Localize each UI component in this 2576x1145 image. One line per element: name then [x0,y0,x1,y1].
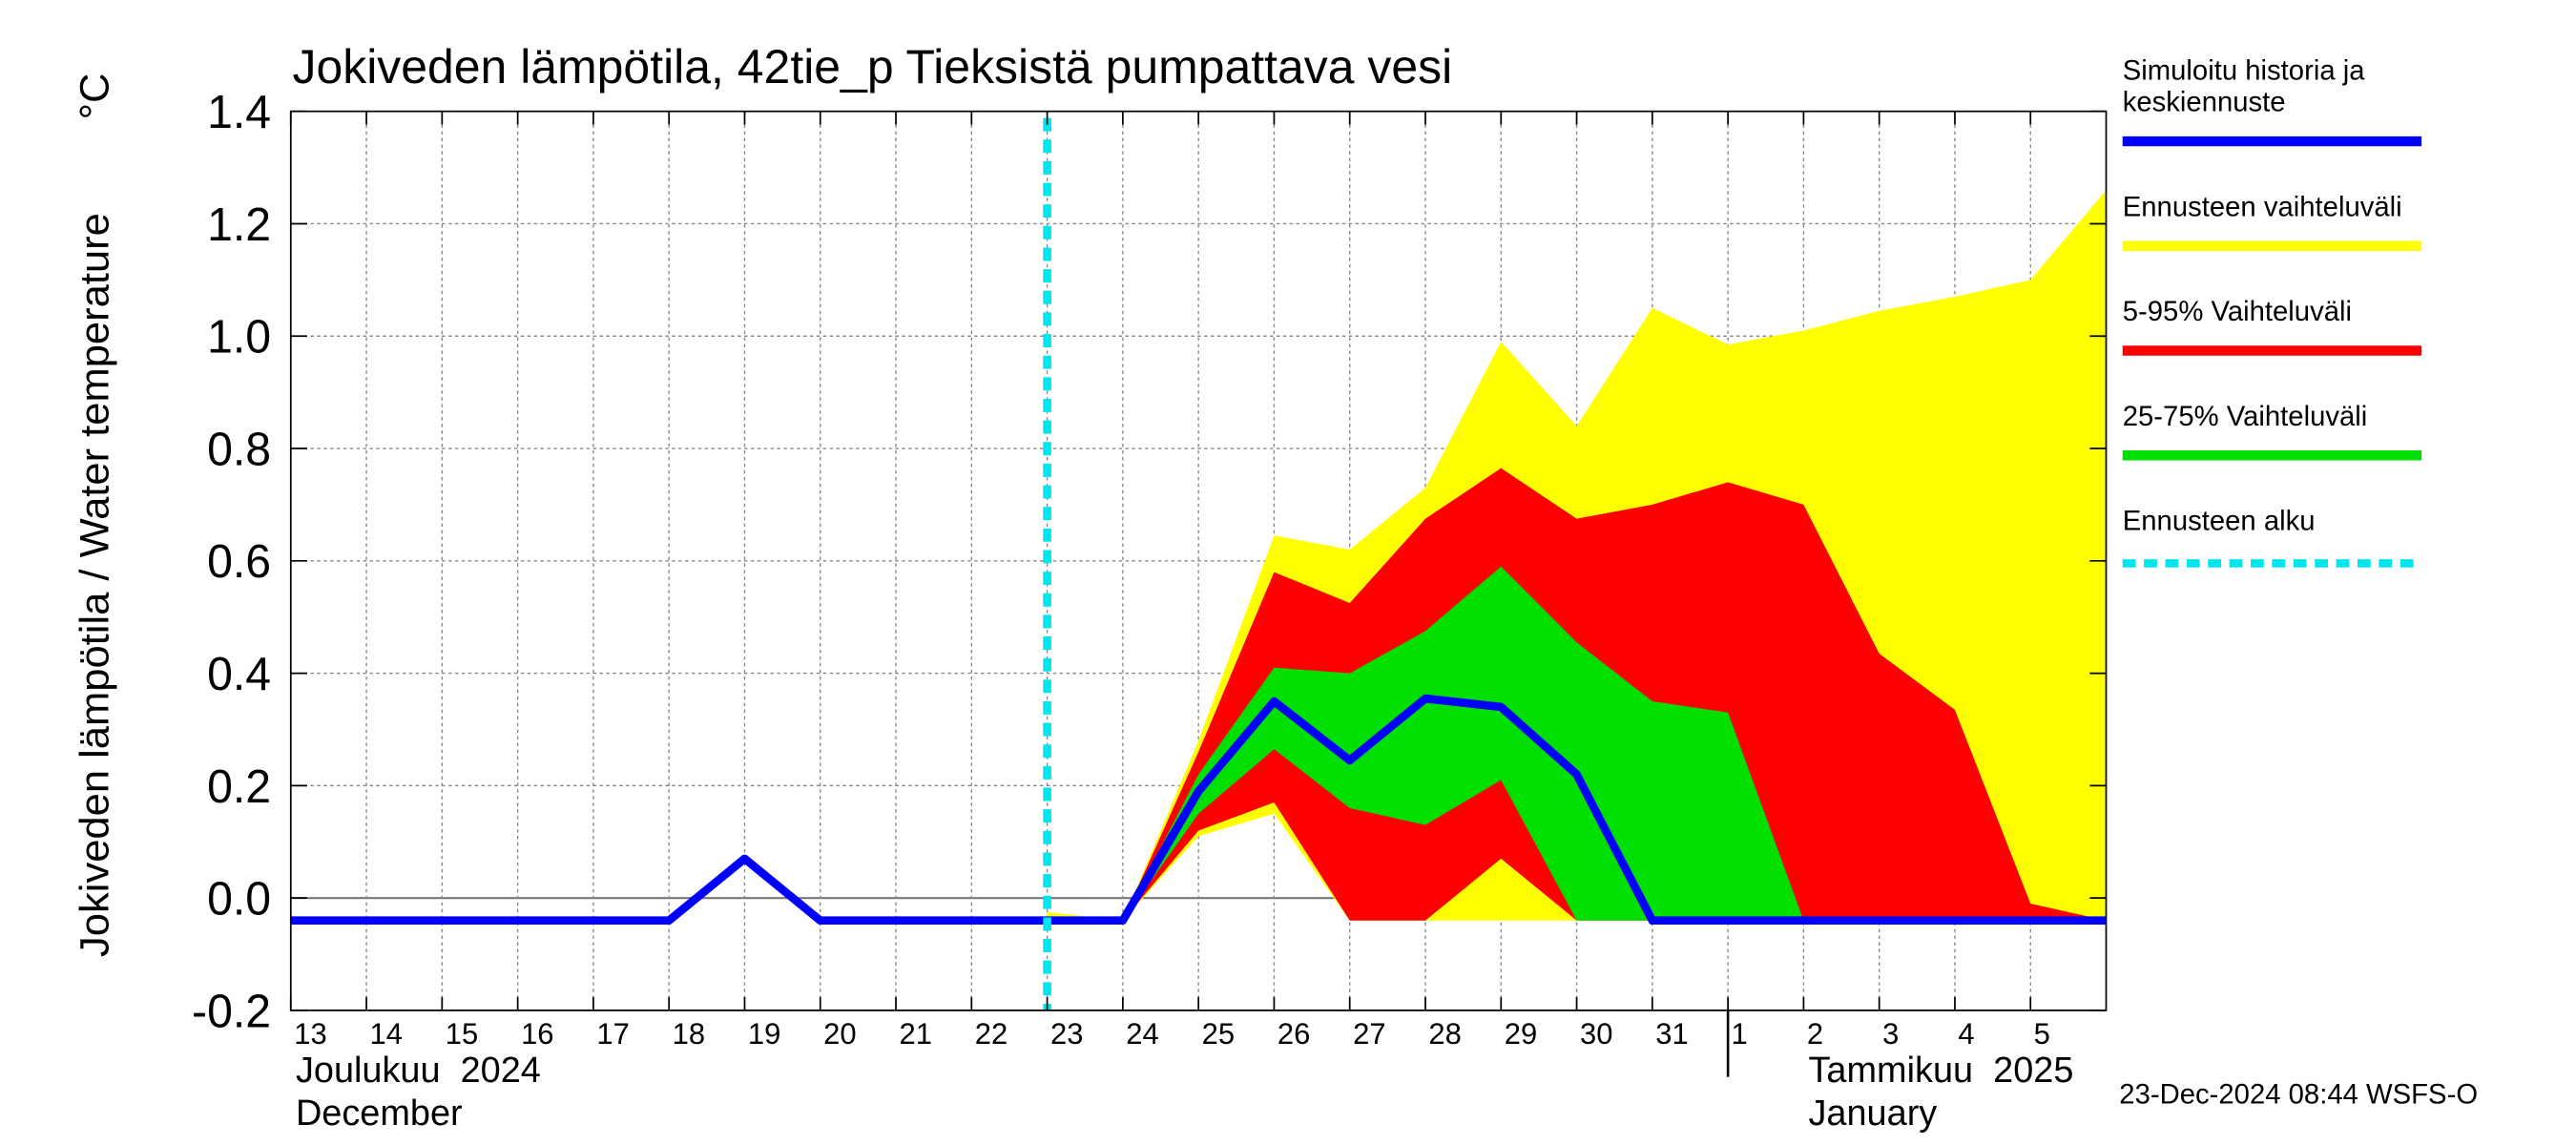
x-tick-label: 23 [1050,1017,1083,1051]
y-axis-unit: °C [73,73,118,120]
legend-label: 5-95% Vaihteluväli [2123,296,2352,327]
y-tick-label: 0.2 [207,761,271,813]
x-tick-label: 5 [2034,1017,2050,1051]
x-tick-label: 28 [1428,1017,1461,1051]
x-tick-label: 20 [823,1017,856,1051]
x-tick-label: 1 [1732,1017,1748,1051]
x-tick-label: 15 [446,1017,478,1051]
x-tick-label: 25 [1202,1017,1235,1051]
x-tick-label: 4 [1958,1017,1974,1051]
legend-label: Simuloitu historia ja keskiennuste [2123,54,2365,117]
y-tick-label: 1.4 [207,87,271,138]
y-tick-label: 0.6 [207,536,271,588]
x-tick-label: 14 [370,1017,403,1051]
x-tick-label: 16 [521,1017,553,1051]
month-label: Joulukuu 2024 [296,1051,541,1091]
legend-label: Ennusteen vaihteluväli [2123,191,2402,222]
y-axis-label: Jokiveden lämpötila / Water temperature [73,213,118,957]
x-tick-label: 27 [1353,1017,1385,1051]
x-tick-label: 18 [673,1017,705,1051]
y-tick-label: 1.0 [207,311,271,363]
x-tick-label: 31 [1655,1017,1688,1051]
y-tick-label: 0.0 [207,873,271,925]
legend-label: Ennusteen alku [2123,505,2316,536]
legend-label: 25-75% Vaihteluväli [2123,401,2368,432]
band [1122,566,1804,921]
month-label-en: December [296,1093,463,1134]
month-label-en: January [1808,1093,1937,1134]
legend: Simuloitu historia ja keskiennuste Ennuste… [2122,54,2422,568]
x-tick-label: 22 [975,1017,1008,1051]
x-tick-label: 24 [1126,1017,1158,1051]
chart-title: Jokiveden lämpötila, 42tie_p Tieksistä p… [293,40,1453,94]
x-tick-label: 19 [748,1017,780,1051]
month-label: Tammikuu 2025 [1808,1051,2073,1091]
line [290,694,2107,926]
y-tick-label: -0.2 [192,986,271,1037]
x-tick-label: 3 [1882,1017,1899,1051]
x-tick-label: 2 [1807,1017,1823,1051]
x-tick-label: 26 [1278,1017,1310,1051]
x-tick-label: 29 [1505,1017,1537,1051]
axes: -0.20.00.20.40.60.81.01.21.413 14 15 16 17 18… [192,87,2108,1134]
y-tick-label: 0.4 [207,649,271,700]
x-tick-label: 17 [596,1017,629,1051]
footer: 23-Dec-2024 08:44 WSFS-O [2119,1078,2478,1110]
y-tick-label: 0.8 [207,424,271,475]
plot [290,117,2107,1010]
y-tick-label: 1.2 [207,199,271,251]
x-tick-label: 13 [294,1017,326,1051]
x-tick-label: 30 [1580,1017,1612,1051]
x-tick-label: 21 [899,1017,931,1051]
